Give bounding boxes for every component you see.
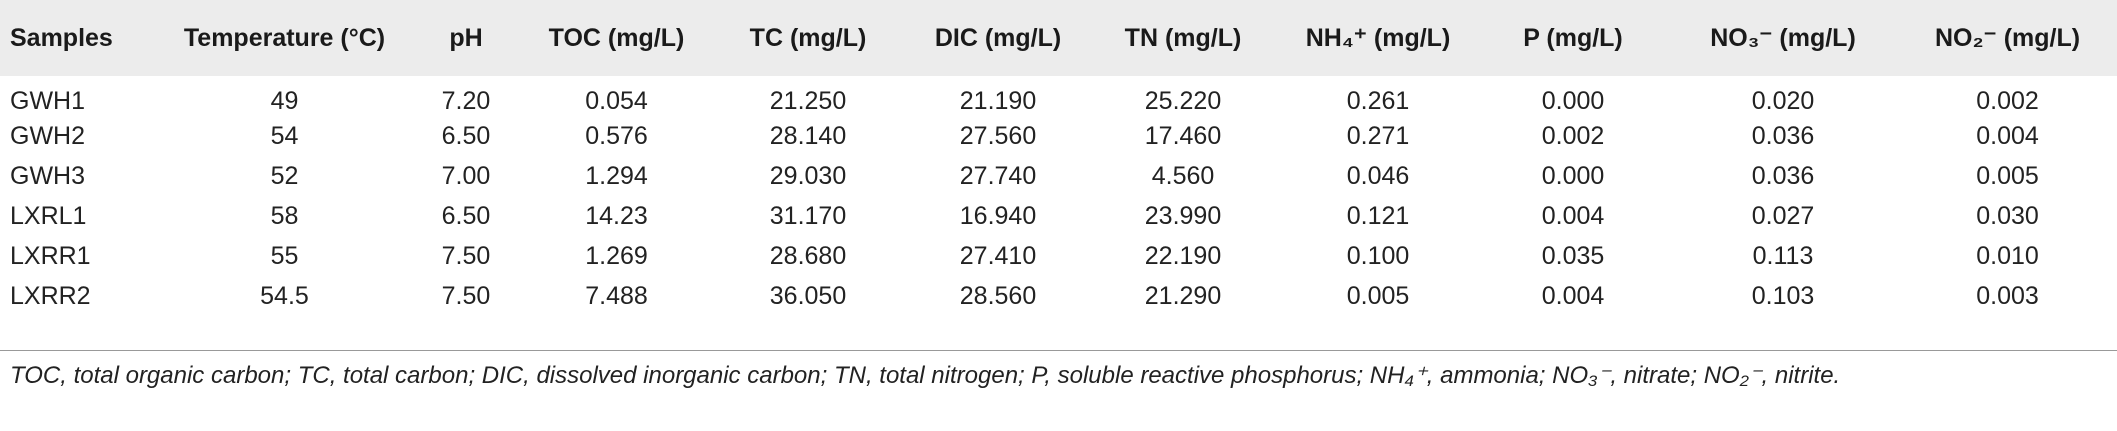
cell-dic: 27.410 bbox=[959, 241, 1037, 270]
cell-tn: 17.460 bbox=[1144, 121, 1222, 150]
cell-nh4: 0.271 bbox=[1346, 121, 1410, 150]
cell-no2: 0.010 bbox=[1976, 241, 2039, 270]
cell-tc: 28.140 bbox=[769, 121, 847, 150]
cell-tc: 36.050 bbox=[769, 281, 847, 310]
cell-toc: 1.294 bbox=[585, 161, 648, 190]
cell-toc: 7.488 bbox=[585, 281, 648, 310]
cell-tn: 21.290 bbox=[1144, 281, 1222, 310]
cell-ph: 6.50 bbox=[441, 201, 491, 230]
column-header-dic: DIC (mg/L) bbox=[934, 23, 1062, 52]
cell-dic: 16.940 bbox=[959, 201, 1037, 230]
column-header-p: P (mg/L) bbox=[1523, 23, 1623, 52]
cell-tc: 21.250 bbox=[769, 86, 847, 115]
table-row: LXRR2 54.5 7.50 7.488 36.050 28.560 21.2… bbox=[0, 276, 2117, 316]
cell-tn: 25.220 bbox=[1144, 86, 1222, 115]
cell-nh4: 0.121 bbox=[1346, 201, 1410, 230]
cell-nh4: 0.005 bbox=[1346, 281, 1410, 310]
cell-ph: 7.50 bbox=[441, 241, 491, 270]
cell-ph: 7.50 bbox=[441, 281, 491, 310]
cell-tn: 4.560 bbox=[1151, 161, 1215, 190]
cell-sample: GWH3 bbox=[10, 161, 85, 190]
cell-toc: 14.23 bbox=[585, 201, 648, 230]
cell-tn: 22.190 bbox=[1144, 241, 1222, 270]
cell-toc: 0.054 bbox=[585, 86, 648, 115]
cell-dic: 27.740 bbox=[959, 161, 1037, 190]
cell-sample: LXRR2 bbox=[10, 281, 91, 310]
cell-ph: 6.50 bbox=[441, 121, 491, 150]
column-header-samples: Samples bbox=[10, 23, 113, 52]
cell-dic: 28.560 bbox=[959, 281, 1037, 310]
cell-toc: 1.269 bbox=[585, 241, 648, 270]
cell-temperature: 58 bbox=[270, 201, 299, 230]
cell-no3: 0.036 bbox=[1751, 161, 1815, 190]
cell-sample: LXRR1 bbox=[10, 241, 91, 270]
cell-no2: 0.030 bbox=[1976, 201, 2039, 230]
cell-tc: 31.170 bbox=[769, 201, 847, 230]
cell-no2: 0.005 bbox=[1976, 161, 2039, 190]
cell-ph: 7.20 bbox=[441, 86, 491, 115]
column-header-tc: TC (mg/L) bbox=[749, 23, 867, 52]
cell-p: 0.004 bbox=[1541, 281, 1605, 310]
data-table-container: Samples Temperature (°C) pH TOC (mg/L) T… bbox=[0, 0, 2117, 316]
cell-tc: 28.680 bbox=[769, 241, 847, 270]
cell-sample: GWH1 bbox=[10, 86, 85, 115]
table-footnote: TOC, total organic carbon; TC, total car… bbox=[10, 362, 1841, 389]
table-row: GWH1 49 7.20 0.054 21.250 21.190 25.220 … bbox=[0, 76, 2117, 116]
cell-dic: 21.190 bbox=[959, 86, 1037, 115]
table-row: GWH3 52 7.00 1.294 29.030 27.740 4.560 0… bbox=[0, 156, 2117, 196]
column-header-no2: NO₂⁻ (mg/L) bbox=[1934, 24, 2081, 52]
cell-temperature: 54 bbox=[270, 121, 299, 150]
cell-no3: 0.036 bbox=[1751, 121, 1815, 150]
cell-no3: 0.020 bbox=[1751, 86, 1815, 115]
table-row: GWH2 54 6.50 0.576 28.140 27.560 17.460 … bbox=[0, 116, 2117, 156]
cell-no2: 0.002 bbox=[1976, 86, 2039, 115]
cell-sample: GWH2 bbox=[10, 121, 85, 150]
header-row: Samples Temperature (°C) pH TOC (mg/L) T… bbox=[0, 0, 2117, 76]
column-header-ph: pH bbox=[449, 23, 483, 52]
cell-ph: 7.00 bbox=[441, 161, 491, 190]
cell-nh4: 0.261 bbox=[1346, 86, 1410, 115]
cell-p: 0.002 bbox=[1541, 121, 1605, 150]
column-header-toc: TOC (mg/L) bbox=[548, 23, 685, 52]
cell-toc: 0.576 bbox=[585, 121, 648, 150]
column-header-temperature: Temperature (°C) bbox=[183, 23, 386, 52]
cell-no3: 0.113 bbox=[1752, 241, 1814, 270]
cell-temperature: 49 bbox=[270, 86, 299, 115]
cell-tn: 23.990 bbox=[1144, 201, 1222, 230]
cell-temperature: 52 bbox=[270, 161, 299, 190]
cell-p: 0.000 bbox=[1541, 86, 1605, 115]
table-row: LXRL1 58 6.50 14.23 31.170 16.940 23.990… bbox=[0, 196, 2117, 236]
cell-p: 0.035 bbox=[1541, 241, 1605, 270]
cell-nh4: 0.046 bbox=[1346, 161, 1410, 190]
cell-no2: 0.004 bbox=[1976, 121, 2039, 150]
water-chemistry-table: Samples Temperature (°C) pH TOC (mg/L) T… bbox=[0, 0, 2117, 316]
cell-no3: 0.103 bbox=[1751, 281, 1815, 310]
column-header-no3: NO₃⁻ (mg/L) bbox=[1710, 24, 1856, 52]
cell-sample: LXRL1 bbox=[10, 201, 87, 230]
cell-no2: 0.003 bbox=[1976, 281, 2039, 310]
cell-p: 0.004 bbox=[1541, 201, 1605, 230]
cell-no3: 0.027 bbox=[1751, 201, 1815, 230]
cell-dic: 27.560 bbox=[959, 121, 1037, 150]
cell-p: 0.000 bbox=[1541, 161, 1605, 190]
table-row: LXRR1 55 7.50 1.269 28.680 27.410 22.190… bbox=[0, 236, 2117, 276]
cell-temperature: 55 bbox=[270, 241, 299, 270]
column-header-tn: TN (mg/L) bbox=[1124, 23, 1242, 52]
cell-nh4: 0.100 bbox=[1346, 241, 1410, 270]
column-header-nh4: NH₄⁺ (mg/L) bbox=[1305, 24, 1451, 52]
cell-tc: 29.030 bbox=[769, 161, 847, 190]
cell-temperature: 54.5 bbox=[260, 281, 309, 310]
table-bottom-rule bbox=[0, 350, 2117, 351]
